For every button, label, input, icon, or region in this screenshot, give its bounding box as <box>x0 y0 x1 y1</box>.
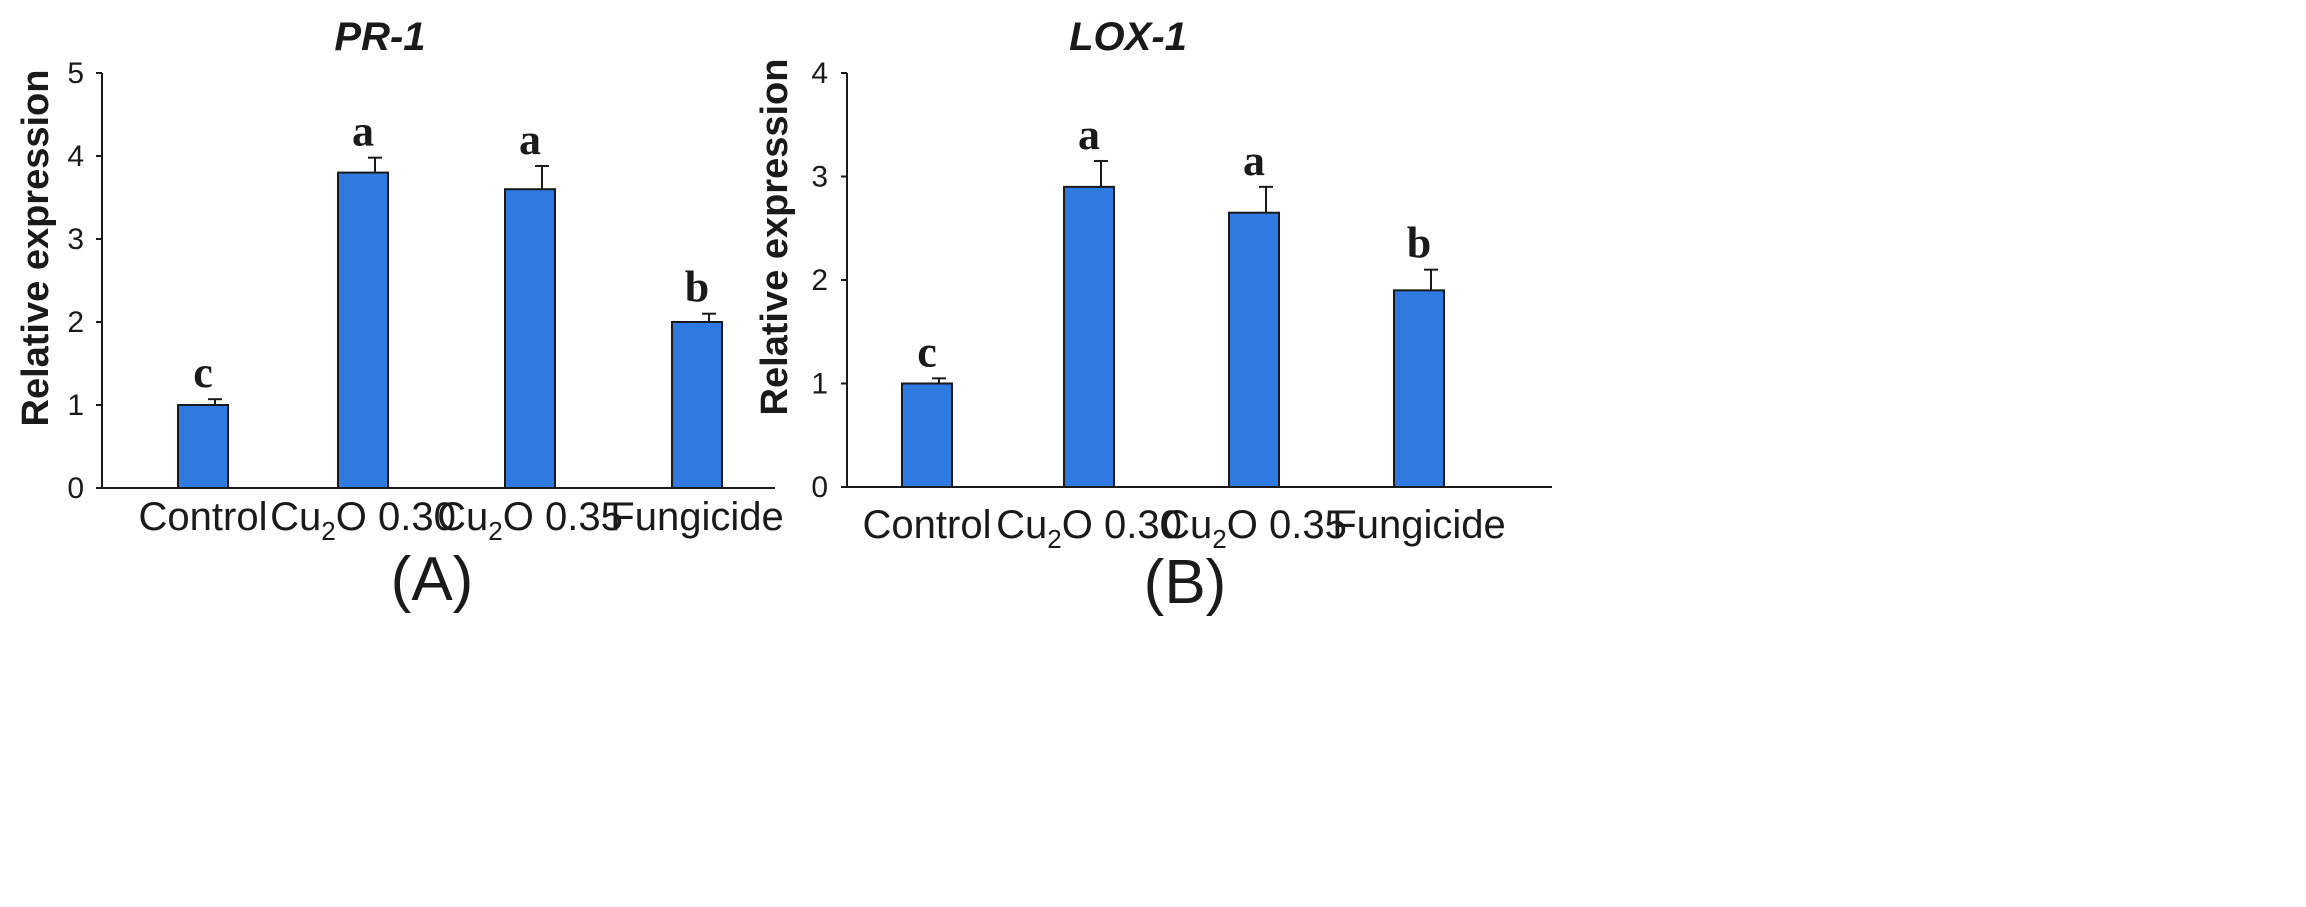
y-tick-label: 3 <box>811 161 828 194</box>
bar <box>1393 289 1445 488</box>
bar <box>1063 185 1115 488</box>
y-tick-label: 2 <box>811 264 828 297</box>
y-tick-label: 2 <box>67 306 84 339</box>
significance-letter: c <box>917 327 937 376</box>
category-label: Fungicide <box>1332 503 1505 547</box>
category-label: Cu2O 0.35 <box>437 495 623 546</box>
y-tick-label: 5 <box>67 57 84 90</box>
significance-letter: a <box>519 115 541 164</box>
significance-letter: a <box>352 107 374 156</box>
y-tick-label: 1 <box>811 368 828 401</box>
y-tick-label: 1 <box>67 389 84 422</box>
category-label: Cu2O 0.30 <box>996 503 1182 554</box>
category-label: Control <box>863 503 992 547</box>
panel-b: LOX-1 Relative expression 0 1 2 3 4 c Control a Cu… <box>754 15 1552 617</box>
y-tick-label: 4 <box>811 57 828 90</box>
significance-letter: a <box>1243 136 1265 185</box>
significance-letter: b <box>1407 219 1431 268</box>
bar <box>337 171 389 489</box>
category-label: Cu2O 0.30 <box>270 495 456 546</box>
y-tick-label: 0 <box>811 471 828 504</box>
category-label: Cu2O 0.35 <box>1161 503 1347 554</box>
category-label: Control <box>139 495 268 539</box>
category-label: Fungicide <box>610 495 783 539</box>
y-tick-label: 3 <box>67 223 84 256</box>
y-tick-label: 4 <box>67 140 84 173</box>
y-axis-label: Relative expression <box>15 70 57 427</box>
significance-letter: a <box>1078 110 1100 159</box>
panel-a: PR-1 Relative expression 0 1 2 3 4 5 c Control a Cu… <box>15 15 784 614</box>
bar <box>504 188 556 489</box>
significance-letter: c <box>193 348 213 397</box>
y-tick-label: 0 <box>67 472 84 505</box>
bar <box>671 321 723 489</box>
bar <box>901 382 953 488</box>
significance-letter: b <box>685 263 709 312</box>
panel-label: (A) <box>391 545 474 614</box>
bar <box>177 404 229 489</box>
chart-title: LOX-1 <box>1069 15 1187 59</box>
bar <box>1228 211 1280 488</box>
chart-title: PR-1 <box>334 15 425 59</box>
y-axis-label: Relative expression <box>754 59 796 416</box>
panel-label: (B) <box>1144 548 1227 617</box>
